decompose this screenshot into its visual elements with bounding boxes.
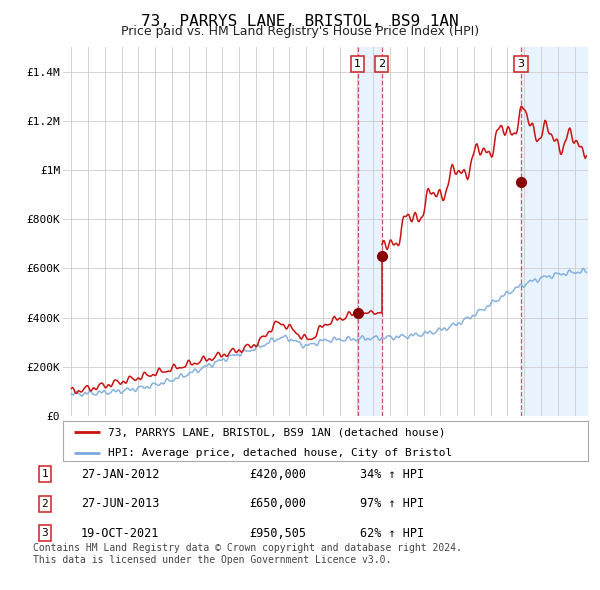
Text: 1: 1 — [41, 470, 49, 479]
Text: 97% ↑ HPI: 97% ↑ HPI — [360, 497, 424, 510]
Text: 34% ↑ HPI: 34% ↑ HPI — [360, 468, 424, 481]
Text: 73, PARRYS LANE, BRISTOL, BS9 1AN (detached house): 73, PARRYS LANE, BRISTOL, BS9 1AN (detac… — [107, 428, 445, 438]
Text: 19-OCT-2021: 19-OCT-2021 — [81, 527, 160, 540]
Text: 62% ↑ HPI: 62% ↑ HPI — [360, 527, 424, 540]
Text: 1: 1 — [354, 59, 361, 69]
Text: 2: 2 — [41, 499, 49, 509]
Text: 2: 2 — [378, 59, 385, 69]
Text: £420,000: £420,000 — [249, 468, 306, 481]
Text: £650,000: £650,000 — [249, 497, 306, 510]
Text: £950,505: £950,505 — [249, 527, 306, 540]
Text: Price paid vs. HM Land Registry's House Price Index (HPI): Price paid vs. HM Land Registry's House … — [121, 25, 479, 38]
Text: 73, PARRYS LANE, BRISTOL, BS9 1AN: 73, PARRYS LANE, BRISTOL, BS9 1AN — [141, 14, 459, 29]
Text: 3: 3 — [41, 529, 49, 538]
Text: HPI: Average price, detached house, City of Bristol: HPI: Average price, detached house, City… — [107, 448, 452, 458]
Text: 27-JUN-2013: 27-JUN-2013 — [81, 497, 160, 510]
Text: This data is licensed under the Open Government Licence v3.0.: This data is licensed under the Open Gov… — [33, 555, 391, 565]
Text: 27-JAN-2012: 27-JAN-2012 — [81, 468, 160, 481]
Text: Contains HM Land Registry data © Crown copyright and database right 2024.: Contains HM Land Registry data © Crown c… — [33, 543, 462, 553]
Bar — [358, 47, 382, 416]
Text: 3: 3 — [517, 59, 524, 69]
Bar — [521, 47, 588, 416]
